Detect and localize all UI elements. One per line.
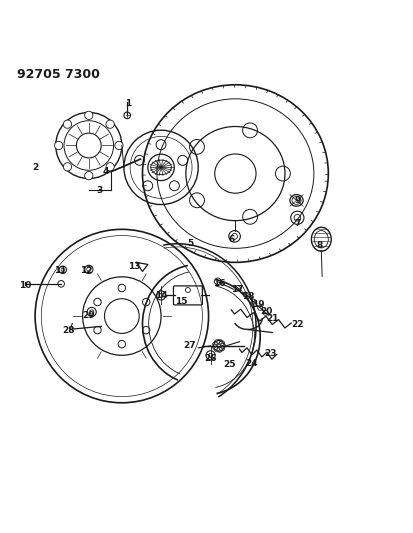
Text: 17: 17	[231, 285, 244, 294]
Text: 25: 25	[223, 360, 235, 369]
Text: 27: 27	[184, 341, 196, 350]
Text: 13: 13	[128, 262, 140, 271]
Text: 92705 7300: 92705 7300	[17, 68, 100, 81]
Text: 10: 10	[19, 280, 31, 289]
Circle shape	[63, 163, 71, 171]
Text: 18: 18	[242, 292, 254, 301]
Text: 26: 26	[204, 354, 217, 362]
Circle shape	[106, 163, 114, 171]
Text: 2: 2	[32, 163, 38, 172]
Text: 1: 1	[125, 99, 131, 108]
Text: 19: 19	[252, 300, 264, 309]
Text: 16: 16	[213, 279, 225, 287]
Text: 6: 6	[228, 235, 235, 244]
Text: 23: 23	[264, 349, 277, 358]
Text: 7: 7	[294, 219, 301, 228]
Text: 8: 8	[317, 241, 323, 251]
Circle shape	[55, 141, 63, 150]
Text: 4: 4	[102, 167, 109, 176]
Text: 12: 12	[81, 266, 93, 275]
Text: 22: 22	[291, 320, 304, 329]
Circle shape	[85, 111, 93, 119]
Text: 9: 9	[294, 196, 301, 205]
Text: 3: 3	[96, 185, 102, 195]
Circle shape	[115, 141, 123, 150]
Text: 15: 15	[176, 297, 188, 306]
Text: 5: 5	[187, 239, 193, 248]
Circle shape	[85, 172, 93, 180]
Circle shape	[106, 120, 114, 128]
Text: 21: 21	[266, 313, 279, 322]
Text: 11: 11	[54, 266, 66, 275]
Text: 29: 29	[83, 311, 95, 320]
Text: 28: 28	[62, 326, 74, 335]
Text: 24: 24	[246, 359, 258, 368]
Circle shape	[63, 120, 71, 128]
Text: 14: 14	[155, 291, 167, 300]
Text: 20: 20	[260, 308, 273, 317]
